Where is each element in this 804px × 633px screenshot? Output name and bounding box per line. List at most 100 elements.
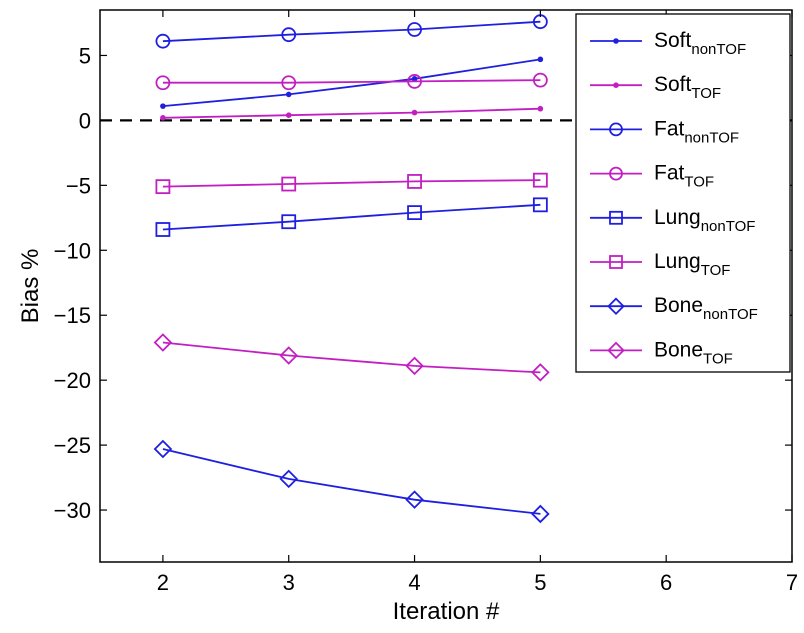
data-point xyxy=(285,112,292,119)
x-tick-label: 2 xyxy=(157,570,169,595)
y-tick-label: −20 xyxy=(54,368,91,393)
legend-box xyxy=(575,13,791,373)
y-tick-label: −15 xyxy=(54,303,91,328)
data-point xyxy=(407,174,422,189)
x-tick-label: 7 xyxy=(786,570,798,595)
legend-label: SoftnonTOF xyxy=(654,29,746,58)
legend: SoftnonTOFSoftTOFFatnonTOFFatTOFLungnonT… xyxy=(575,13,791,373)
legend-marker xyxy=(609,210,623,225)
x-tick-label: 5 xyxy=(534,570,546,595)
legend-label-subscript: nonTOF xyxy=(703,306,758,323)
legend-label: FatTOF xyxy=(654,162,714,191)
y-tick-label: −25 xyxy=(54,433,91,458)
data-point xyxy=(407,22,422,37)
legend-label: SoftTOF xyxy=(654,73,721,102)
legend-label-subscript: TOF xyxy=(684,174,714,191)
data-point xyxy=(531,363,550,382)
legend-label-subscript: TOF xyxy=(701,262,731,279)
y-tick-label: −5 xyxy=(66,173,91,198)
data-point xyxy=(281,27,297,43)
legend-label-name: Bone xyxy=(654,338,703,361)
legend-marker xyxy=(613,38,619,44)
y-tick-label: 0 xyxy=(79,108,91,133)
series-soft-nontof xyxy=(160,56,544,109)
legend-item: SoftnonTOF xyxy=(590,29,746,58)
legend-label-subscript: nonTOF xyxy=(701,218,756,235)
legend-marker xyxy=(609,255,623,269)
data-point xyxy=(531,504,550,524)
legend-label-name: Bone xyxy=(654,294,703,317)
legend-marker xyxy=(609,122,623,137)
series-fat-nontof xyxy=(155,14,548,49)
data-point xyxy=(405,356,424,376)
legend-marker xyxy=(613,82,619,88)
legend-label-name: Fat xyxy=(654,117,685,140)
y-axis-label: Bias % xyxy=(17,249,44,324)
data-point xyxy=(411,109,418,116)
data-point xyxy=(405,490,424,509)
y-tick-label: −30 xyxy=(54,498,91,523)
data-point xyxy=(160,115,166,121)
legend-marker xyxy=(607,341,625,360)
legend-label: FatnonTOF xyxy=(654,117,739,146)
x-tick-label: 6 xyxy=(660,570,672,595)
series-bone-nontof xyxy=(153,439,550,524)
data-point xyxy=(537,105,544,112)
axis-ticks: 2 3 4 5 6 7 5 0 −5 −10 −15 −20 −25 −30 xyxy=(54,10,798,595)
data-point xyxy=(532,197,548,213)
data-point xyxy=(537,56,544,63)
data-point xyxy=(153,439,173,459)
data-point xyxy=(411,76,418,82)
x-tick-label: 4 xyxy=(408,570,420,595)
data-point xyxy=(155,33,171,49)
data-point xyxy=(160,103,166,109)
legend-label-name: Lung xyxy=(654,206,701,229)
legend-label: BoneTOF xyxy=(654,338,733,367)
legend-item: FatnonTOF xyxy=(590,117,739,146)
series-fat-tof xyxy=(155,72,548,91)
x-axis-label: Iteration # xyxy=(393,598,500,625)
data-point xyxy=(281,214,297,230)
legend-label-subscript: TOF xyxy=(703,350,733,367)
y-tick-label: −10 xyxy=(54,238,91,263)
legend-marker xyxy=(607,297,625,315)
legend-label-name: Soft xyxy=(654,73,692,96)
series-bone-tof xyxy=(153,333,550,382)
data-point xyxy=(279,469,299,489)
series-layer xyxy=(153,14,550,524)
data-point xyxy=(281,176,297,192)
series-lung-nontof xyxy=(155,197,548,237)
legend-item: SoftTOF xyxy=(590,73,721,102)
legend-label-subscript: nonTOF xyxy=(684,129,739,146)
data-point xyxy=(407,74,422,89)
data-point xyxy=(532,172,548,188)
legend-item: LungTOF xyxy=(590,250,730,279)
data-point xyxy=(153,333,173,352)
legend-label: LungnonTOF xyxy=(654,206,755,235)
legend-item: BonenonTOF xyxy=(590,294,758,323)
series-line xyxy=(162,203,541,231)
series-line xyxy=(162,79,541,84)
data-point xyxy=(407,205,422,221)
series-line xyxy=(162,20,541,43)
data-point xyxy=(532,72,548,88)
series-line xyxy=(162,107,541,119)
legend-item: FatTOF xyxy=(590,162,714,191)
legend-label-name: Fat xyxy=(654,162,685,185)
series-line xyxy=(162,179,541,188)
legend-label-name: Soft xyxy=(654,29,692,52)
data-point xyxy=(155,179,171,195)
data-point xyxy=(155,75,171,91)
x-tick-label: 3 xyxy=(283,570,295,595)
data-point xyxy=(155,222,171,237)
series-line xyxy=(162,58,541,107)
data-point xyxy=(285,91,292,98)
legend-label-name: Lung xyxy=(654,250,701,273)
legend-item: LungnonTOF xyxy=(590,206,755,235)
legend-label-subscript: TOF xyxy=(691,85,721,102)
series-soft-tof xyxy=(160,105,544,121)
series-lung-tof xyxy=(155,172,548,195)
legend-label: LungTOF xyxy=(654,250,730,279)
series-line xyxy=(162,341,541,374)
